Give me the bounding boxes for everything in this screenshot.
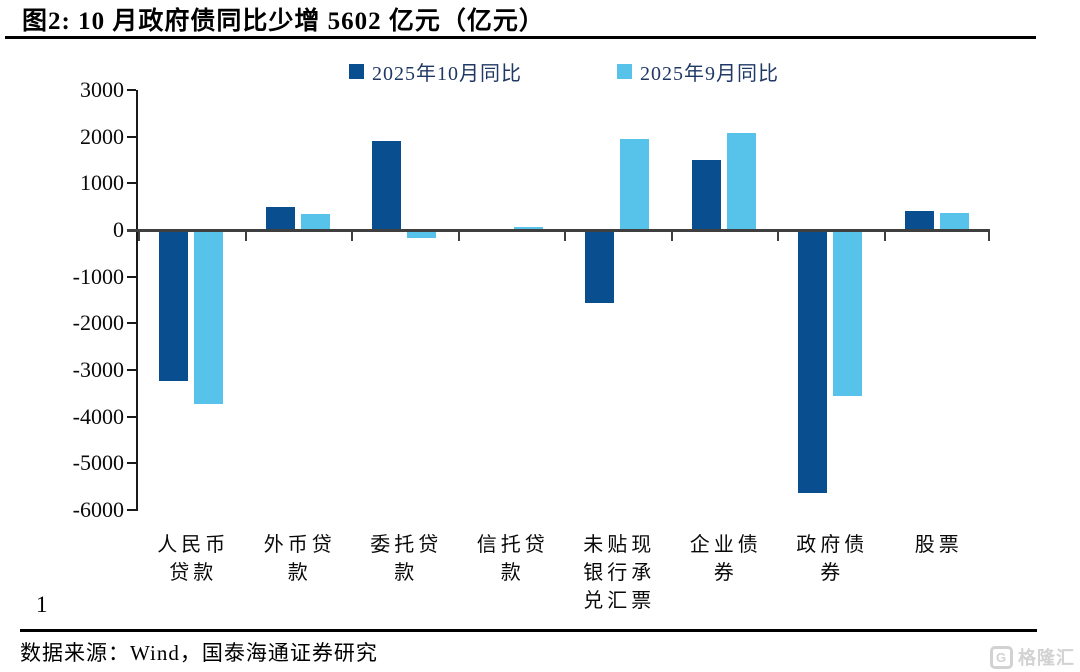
category-label: 股票 <box>911 531 963 559</box>
gelonghui-watermark: G 格隆汇 <box>990 644 1075 670</box>
category-label: 人民币 贷款 <box>153 531 229 587</box>
y-axis-line <box>136 90 138 511</box>
category-label-line: 外币贷 <box>263 534 336 556</box>
y-tick <box>127 462 136 465</box>
bar-series0-7 <box>798 231 827 493</box>
chart-legend: 2025年10月同比 2025年9月同比 <box>138 57 990 86</box>
y-tick-label: -4000 <box>72 403 124 429</box>
y-tick <box>127 415 136 418</box>
category-label: 未贴现 银行承 兑汇票 <box>579 531 655 615</box>
figure-title: 图2: 10 月政府债同比少增 5602 亿元（亿元） <box>22 8 545 35</box>
footer-divider <box>20 629 1037 632</box>
y-tick-label: 2000 <box>80 123 124 149</box>
category-label-line: 贷款 <box>169 562 218 584</box>
x-tick <box>988 231 990 241</box>
category-label-line: 款 <box>500 562 525 584</box>
y-tick <box>127 322 136 325</box>
y-tick <box>127 135 136 138</box>
bar-series1-7 <box>833 231 862 396</box>
bar-series0-3 <box>372 141 401 230</box>
y-axis-labels: 3000 2000 1000 0 -1000 -2000 -3000 -4000 -5000 -6… <box>0 77 124 522</box>
category-label-line: 款 <box>394 562 419 584</box>
x-tick <box>777 231 779 241</box>
data-source: 数据来源：Wind，国泰海通证券研究 <box>20 641 378 665</box>
bar-series1-3 <box>407 231 436 238</box>
legend-swatch-oct-icon <box>349 63 364 79</box>
category-label-line: 企业债 <box>689 534 762 556</box>
x-axis-labels: 人民币 贷款 外币贷款委托贷款信托贷款未贴现 银行承 兑汇票 企业债券政府债券股票 <box>138 531 990 621</box>
x-tick <box>883 231 886 241</box>
x-tick <box>564 231 566 241</box>
y-tick <box>127 275 136 278</box>
page-number: 1 <box>36 592 48 617</box>
y-tick <box>127 369 136 371</box>
bar-series0-2 <box>265 206 295 230</box>
bar-series0-6 <box>691 160 721 230</box>
category-label-line: 委托贷 <box>370 534 443 556</box>
y-tick-label: 0 <box>113 217 124 242</box>
category-label-line: 股票 <box>914 534 963 556</box>
title-divider <box>5 36 1036 39</box>
gelonghui-logo-icon: G <box>990 645 1013 669</box>
y-tick <box>127 89 136 91</box>
y-tick-label: -6000 <box>72 497 124 522</box>
bar-series1-8 <box>939 212 969 230</box>
category-label-line: 款 <box>287 562 312 584</box>
bar-series0-1 <box>159 231 188 381</box>
category-label: 委托贷款 <box>366 531 442 587</box>
watermark-text: 格隆汇 <box>1018 648 1075 668</box>
bar-series1-6 <box>726 132 756 230</box>
bar-series1-1 <box>194 231 223 405</box>
x-tick <box>244 231 247 241</box>
y-tick-label: -5000 <box>72 450 124 476</box>
y-tick <box>127 182 136 185</box>
x-tick <box>138 231 140 241</box>
legend-item-oct: 2025年10月同比 <box>349 57 522 86</box>
category-label-line: 兑汇票 <box>583 590 656 612</box>
category-label-line: 信托贷 <box>476 534 549 556</box>
legend-swatch-sep-icon <box>617 63 632 79</box>
bar-series1-2 <box>300 213 330 230</box>
legend-item-sep: 2025年9月同比 <box>617 57 779 86</box>
y-tick-label: -3000 <box>72 357 124 382</box>
y-tick-label: -1000 <box>72 263 124 289</box>
x-tick <box>670 231 673 241</box>
category-label: 企业债券 <box>686 531 762 587</box>
legend-label-sep: 2025年9月同比 <box>640 62 779 85</box>
bar-series0-8 <box>904 210 934 230</box>
y-tick-label: -2000 <box>72 310 124 336</box>
legend-label-oct: 2025年10月同比 <box>372 62 522 85</box>
x-tick <box>351 231 353 241</box>
y-tick-label: 1000 <box>80 170 124 196</box>
category-label-line: 银行承 <box>583 562 656 584</box>
bar-series0-5 <box>585 231 614 303</box>
category-label-line: 券 <box>820 562 845 584</box>
y-tick-label: 3000 <box>80 77 124 102</box>
category-label-line: 政府债 <box>796 534 869 556</box>
x-tick <box>457 231 460 241</box>
category-label-line: 券 <box>713 562 738 584</box>
category-label: 政府债券 <box>792 531 868 587</box>
category-label: 信托贷款 <box>473 531 549 587</box>
y-tick <box>127 509 136 511</box>
category-label-line: 未贴现 <box>583 534 656 556</box>
x-axis-line <box>127 228 990 232</box>
category-label-line: 人民币 <box>157 534 230 556</box>
category-label: 外币贷款 <box>260 531 336 587</box>
plot-area <box>127 89 990 511</box>
bar-series1-5 <box>620 139 649 230</box>
